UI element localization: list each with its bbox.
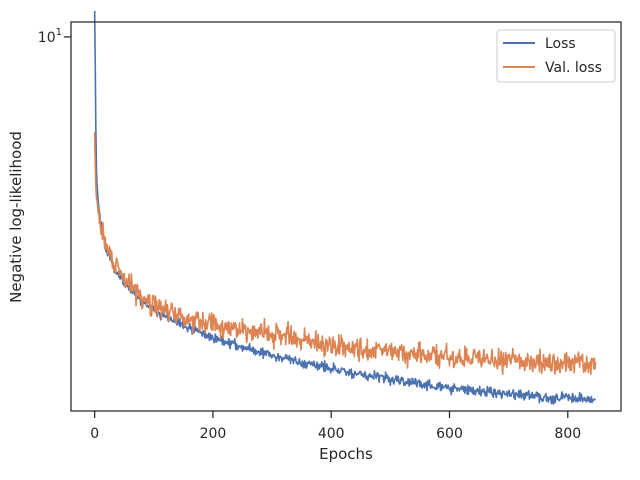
series-line-val-loss bbox=[93, 131, 597, 376]
y-axis-label: Negative log-likelihood bbox=[7, 131, 25, 303]
series-line-loss bbox=[93, 11, 596, 405]
y-tick-label-exponent: 1 bbox=[56, 27, 62, 38]
legend: Loss Val. loss bbox=[496, 29, 616, 83]
x-tick-label-800: 800 bbox=[554, 426, 581, 442]
plot-area bbox=[70, 11, 622, 412]
legend-label-val-loss: Val. loss bbox=[545, 60, 602, 76]
x-tick-label-200: 200 bbox=[200, 426, 227, 442]
plot-frame bbox=[70, 21, 622, 412]
x-tick-label-600: 600 bbox=[436, 426, 463, 442]
y-tick-label-base: 10 bbox=[38, 30, 56, 46]
y-tick-label-10: 101 bbox=[38, 27, 62, 46]
legend-label-loss: Loss bbox=[545, 36, 576, 52]
x-tick-label-400: 400 bbox=[318, 426, 345, 442]
x-tick-label-0: 0 bbox=[90, 426, 99, 442]
x-axis: 0 200 400 600 800 bbox=[90, 411, 581, 442]
x-axis-label: Epochs bbox=[319, 445, 373, 463]
y-axis: 101 bbox=[38, 27, 71, 46]
series-layer bbox=[93, 11, 597, 405]
